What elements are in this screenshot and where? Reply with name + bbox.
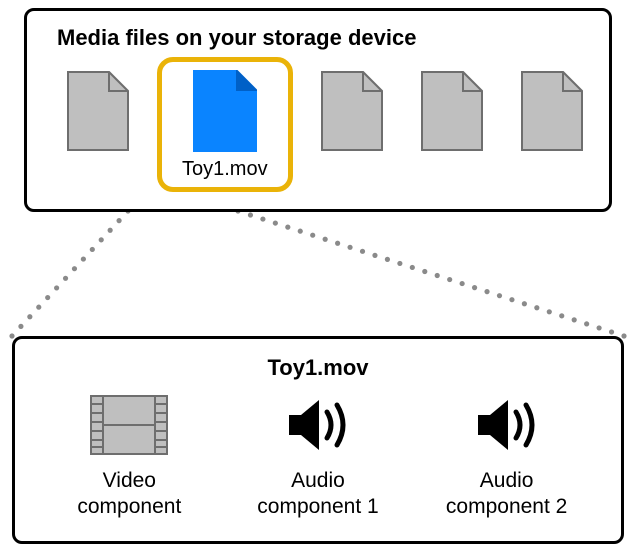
file-item-selected: Toy1.mov xyxy=(157,57,293,192)
audio-component: Audio component 2 xyxy=(422,395,592,521)
speaker-icon xyxy=(283,395,353,460)
file-icon xyxy=(67,71,129,151)
component-label: Audio component 1 xyxy=(257,468,378,521)
file-detail-title: Toy1.mov xyxy=(267,355,368,381)
file-item xyxy=(311,61,393,151)
video-component: Video component xyxy=(44,395,214,521)
filmstrip-icon xyxy=(90,395,168,460)
speaker-icon xyxy=(472,395,542,460)
file-item xyxy=(511,61,593,151)
file-icon xyxy=(421,71,483,151)
file-item xyxy=(57,61,139,151)
storage-panel-title: Media files on your storage device xyxy=(57,25,609,51)
storage-panel: Media files on your storage device Toy1.… xyxy=(24,8,612,212)
component-label: Audio component 2 xyxy=(446,468,567,521)
file-detail-panel: Toy1.mov Video component Audio component… xyxy=(12,336,624,544)
component-label: Video component xyxy=(77,468,181,521)
file-icon xyxy=(193,70,257,152)
file-item xyxy=(411,61,493,151)
file-label: Toy1.mov xyxy=(182,158,268,181)
file-icon xyxy=(521,71,583,151)
components-row: Video component Audio component 1 Audio … xyxy=(15,395,621,521)
audio-component: Audio component 1 xyxy=(233,395,403,521)
files-row: Toy1.mov xyxy=(27,61,609,192)
file-icon xyxy=(321,71,383,151)
